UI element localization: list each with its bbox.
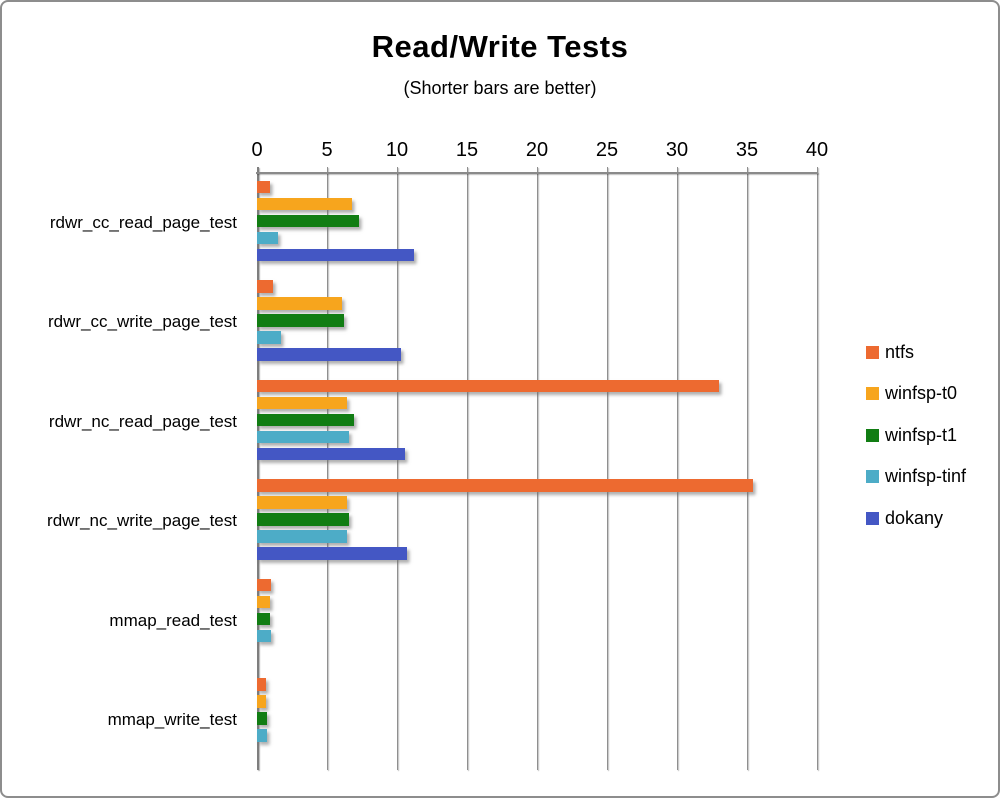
chart-title: Read/Write Tests <box>371 29 629 64</box>
gridline <box>326 167 328 770</box>
bar-winfsp-tinf <box>257 729 267 742</box>
gridline <box>396 167 398 770</box>
bar-dokany <box>257 248 414 261</box>
bar-ntfs <box>257 379 719 392</box>
bar-winfsp-t0 <box>257 297 343 310</box>
gridline <box>536 167 538 770</box>
legend-swatch-winfsp-t1 <box>866 428 879 442</box>
x-tick-label: 0 <box>251 139 263 161</box>
bar-winfsp-t0 <box>257 396 347 409</box>
legend-item: winfsp-t1 <box>866 424 966 445</box>
category-label: rdwr_nc_write_page_test <box>47 511 237 531</box>
gridline <box>466 167 468 770</box>
x-tick-label: 40 <box>805 139 829 161</box>
gridline <box>256 167 259 770</box>
category-label: mmap_write_test <box>107 710 237 730</box>
chart-subtitle: (Shorter bars are better) <box>403 78 597 98</box>
bar-winfsp-t1 <box>257 314 344 327</box>
gridline <box>746 167 748 770</box>
bar-winfsp-tinf <box>257 430 349 443</box>
bar-ntfs <box>257 180 271 193</box>
legend-label: dokany <box>885 507 944 528</box>
legend-label: winfsp-t1 <box>885 424 958 445</box>
bar-winfsp-tinf <box>257 629 271 642</box>
legend-swatch-dokany <box>866 511 879 525</box>
bar-dokany <box>257 547 407 560</box>
gridline <box>816 167 818 770</box>
legend-swatch-winfsp-tinf <box>866 470 879 483</box>
bar-winfsp-t1 <box>257 513 349 526</box>
category-label: mmap_read_test <box>109 610 237 630</box>
legend-item: dokany <box>866 507 966 528</box>
x-tick-label: 20 <box>525 139 549 161</box>
bar-winfsp-tinf <box>257 530 348 543</box>
legend-label: winfsp-t0 <box>885 383 958 403</box>
bar-winfsp-t1 <box>257 712 267 725</box>
legend-item: ntfs <box>866 341 966 362</box>
x-axis-line <box>256 172 818 174</box>
x-tick-label: 25 <box>595 139 619 161</box>
bar-dokany <box>257 447 406 460</box>
x-tick-label: 30 <box>665 139 689 161</box>
bar-winfsp-t0 <box>257 695 267 708</box>
x-tick-label: 10 <box>385 139 409 161</box>
bar-ntfs <box>257 280 274 293</box>
legend-label: winfsp-tinf <box>885 466 967 486</box>
category-label: rdwr_cc_read_page_test <box>49 212 237 232</box>
legend-item: winfsp-t0 <box>866 383 966 403</box>
legend-swatch-ntfs <box>866 345 879 359</box>
bar-ntfs <box>257 678 267 691</box>
bar-ntfs <box>257 578 271 591</box>
bar-winfsp-tinf <box>257 231 278 244</box>
legend-item: winfsp-tinf <box>866 466 967 486</box>
legend-swatch-winfsp-t0 <box>866 387 879 400</box>
bar-winfsp-t1 <box>257 612 271 625</box>
bar-dokany <box>257 348 402 361</box>
legend-label: ntfs <box>885 341 915 362</box>
gridline <box>676 167 678 770</box>
category-label: rdwr_cc_write_page_test <box>48 312 237 332</box>
category-label: rdwr_nc_read_page_test <box>48 411 237 431</box>
bar-winfsp-tinf <box>257 331 281 344</box>
legend: ntfs winfsp-t0 winfsp-t1 winfsp-tinf dokany <box>866 341 967 551</box>
bar-winfsp-t1 <box>257 214 360 227</box>
bar-winfsp-t1 <box>257 413 354 426</box>
bar-ntfs <box>257 479 753 492</box>
x-tick-label: 5 <box>321 139 333 161</box>
x-tick-label: 15 <box>455 139 479 161</box>
bar-winfsp-t0 <box>257 197 353 210</box>
gridline <box>606 167 608 770</box>
x-tick-label: 35 <box>735 139 759 161</box>
bar-winfsp-t0 <box>257 496 347 509</box>
bar-winfsp-t0 <box>257 595 271 608</box>
